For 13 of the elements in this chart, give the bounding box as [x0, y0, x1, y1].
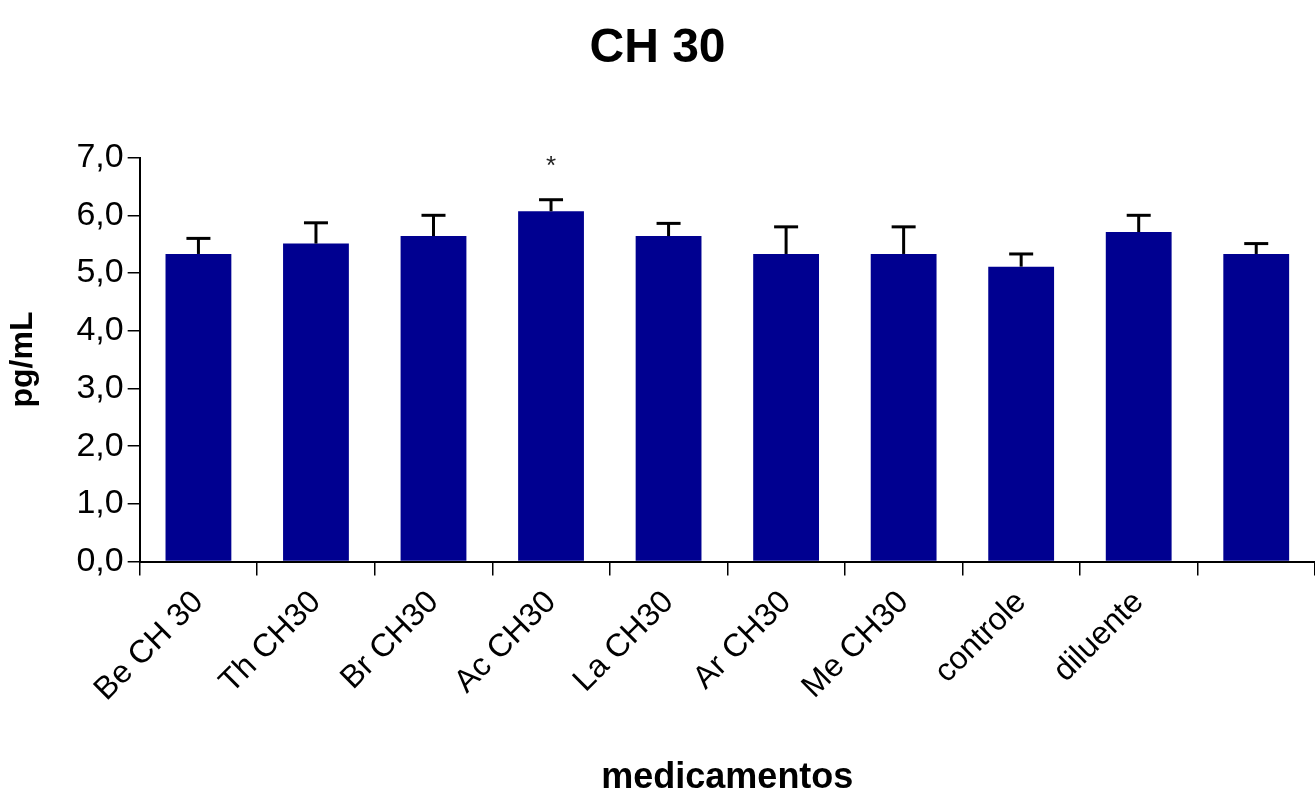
y-tick-label: 7,0 — [76, 135, 124, 174]
x-axis-title: medicamentos — [601, 755, 854, 797]
y-axis-title: pg/mL — [3, 311, 40, 408]
y-tick-label: 4,0 — [76, 309, 124, 348]
y-tick-label: 1,0 — [76, 482, 124, 521]
y-tick-label: 3,0 — [76, 366, 124, 405]
y-tick-label: 0,0 — [76, 539, 124, 578]
y-tick-label: 6,0 — [76, 193, 124, 232]
y-tick-label: 2,0 — [76, 424, 124, 463]
chart-title: CH 30 — [589, 19, 726, 73]
annotation: * — [545, 149, 557, 180]
x-tick-label: Be CH 30 — [86, 582, 210, 707]
y-tick-label: 5,0 — [76, 251, 124, 290]
